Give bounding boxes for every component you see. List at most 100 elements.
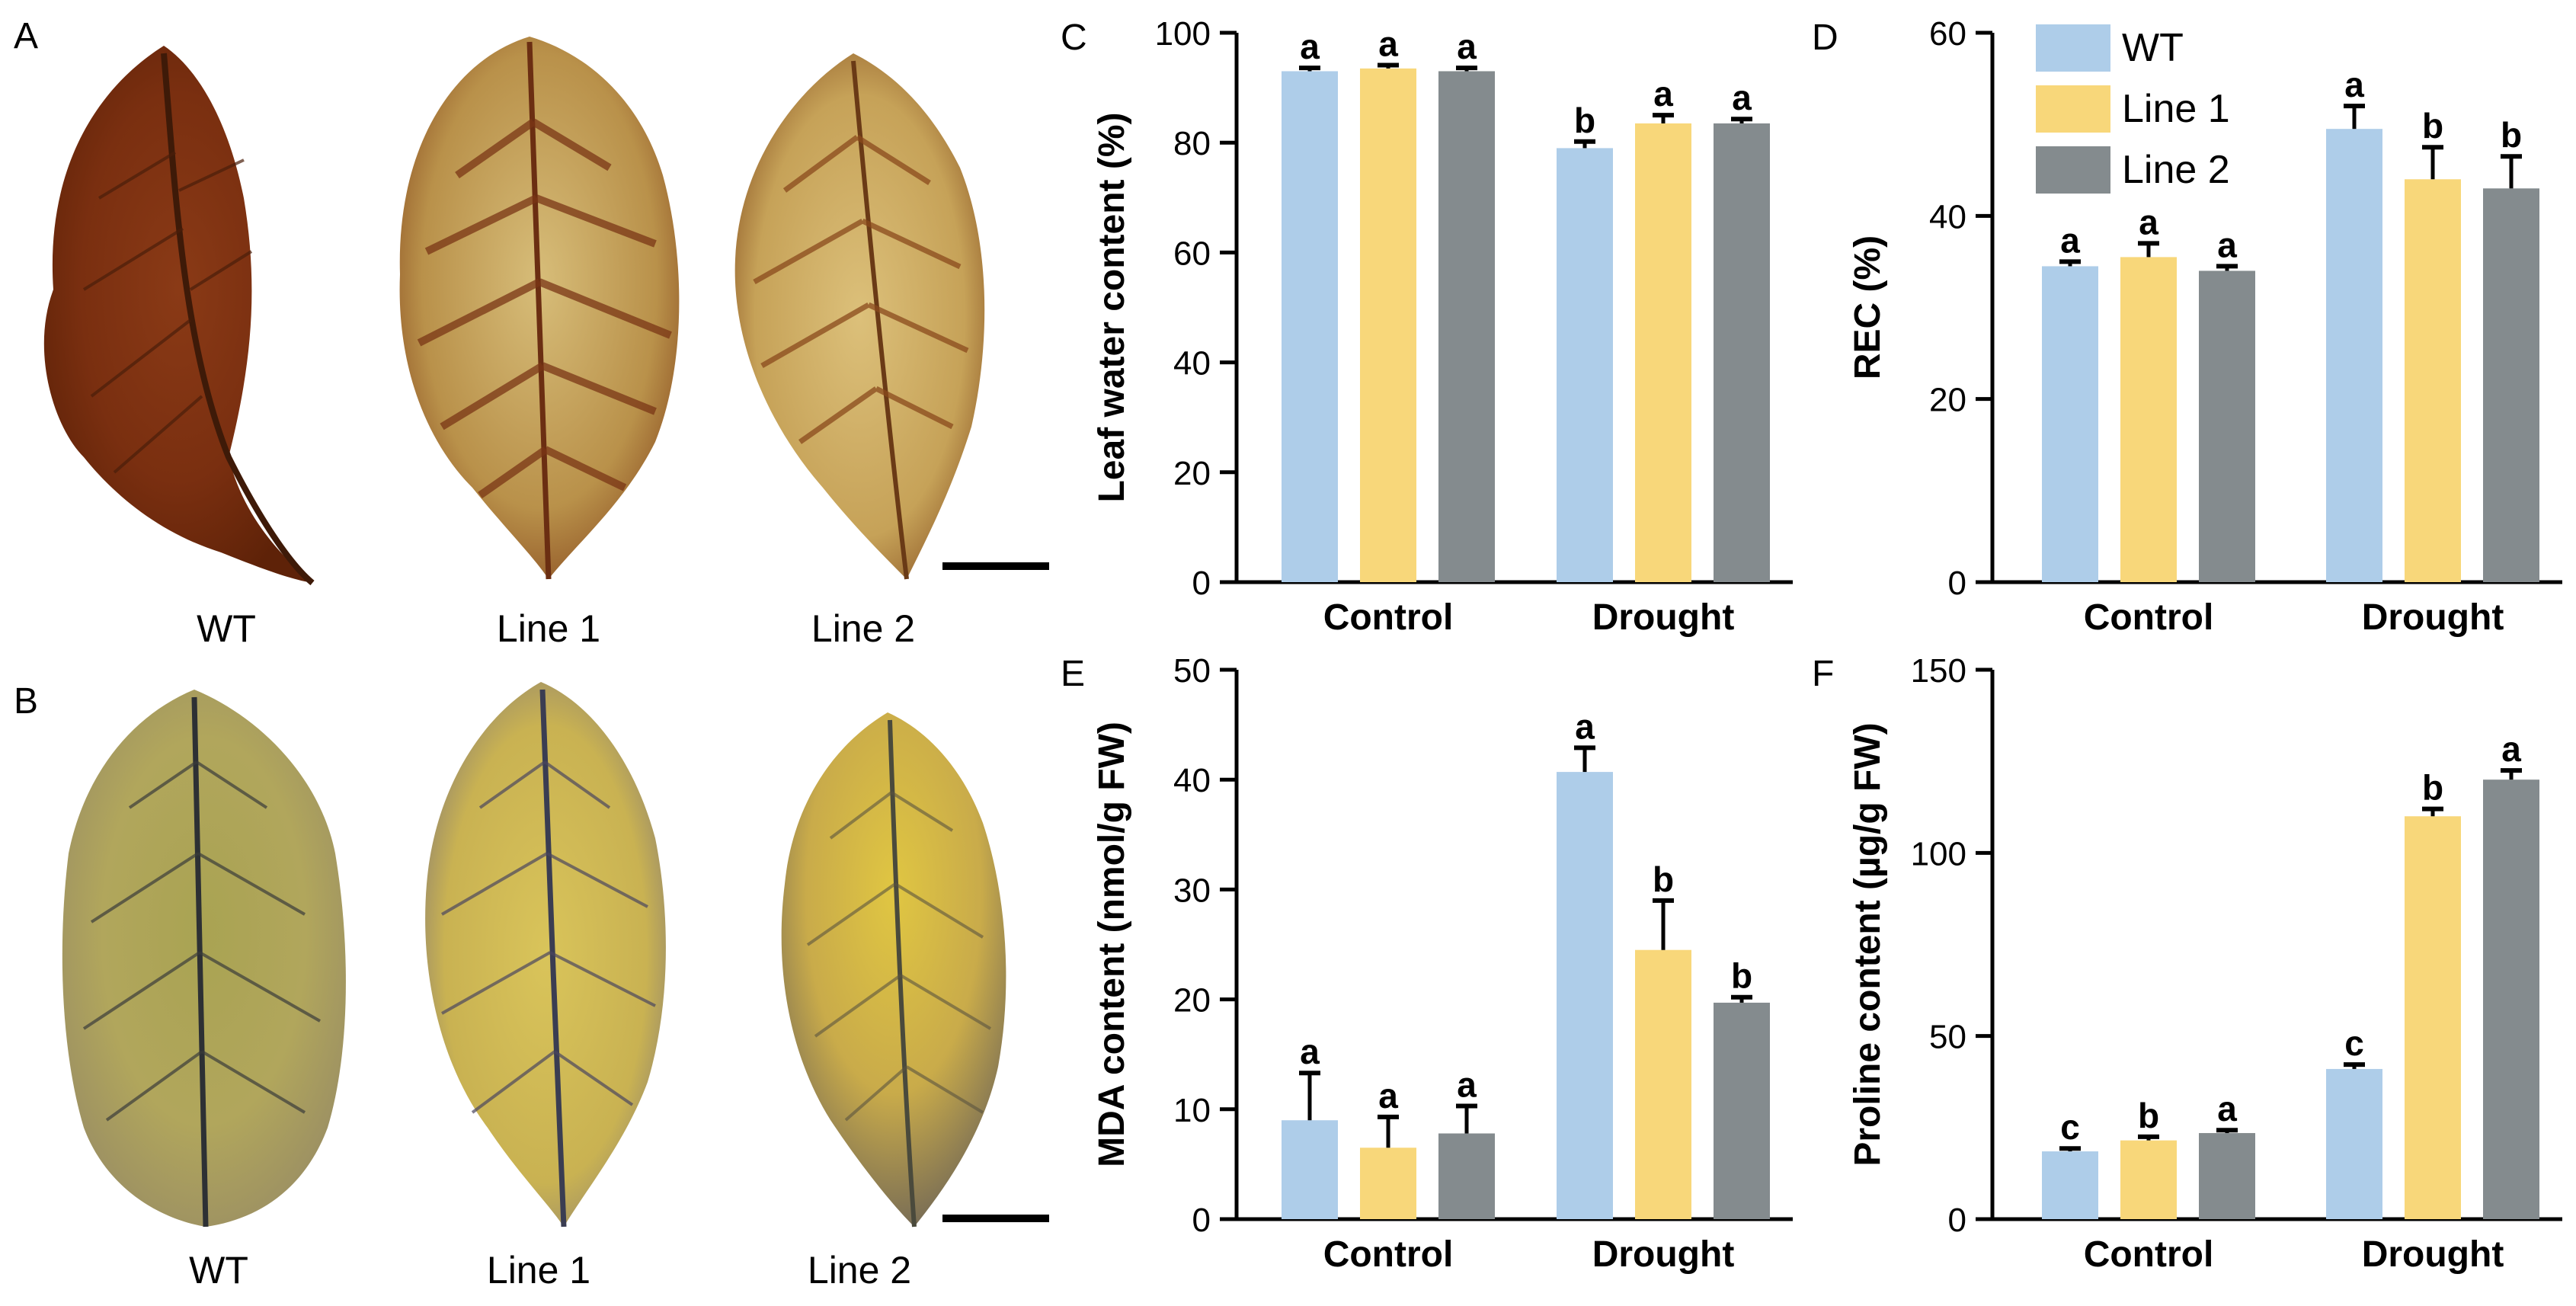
y-tick-label: 100 [1155,15,1211,53]
y-axis-title: REC (%) [1848,235,1888,379]
panel-letter-d: D [1812,18,1838,58]
bar-wt-drought [2326,129,2382,583]
y-tick-label: 60 [1929,15,1966,53]
significance-letter: a [2060,220,2080,260]
leaf-photos [43,37,1049,1228]
bar-line2-control [2199,270,2255,582]
leaf-a-line2 [734,53,985,580]
bar-line1-control [1360,1148,1416,1219]
category-label: Control [1323,597,1454,638]
chart-c: 0 20 40 60 80 100 a b a a a a Control Drought Leaf wat… [1092,15,1793,638]
leaf-b-line1 [425,682,666,1228]
y-tick-label: 40 [1173,345,1211,383]
bar-line1-drought [1635,949,1691,1219]
bar-line1-control [2120,257,2177,582]
significance-letter: a [1653,74,1673,114]
y-tick-label: 0 [1948,565,1966,602]
y-tick-label: 40 [1929,198,1966,235]
bar-wt-control [2042,1151,2098,1219]
y-tick-label: 100 [1911,835,1966,872]
significance-letter: a [2217,225,2237,264]
significance-letter: a [2139,202,2158,242]
category-label: Control [2084,597,2214,638]
significance-letter: b [2422,106,2443,146]
bar-line1-control [2120,1140,2177,1219]
y-tick-label: 20 [1173,455,1211,492]
significance-letter: a [2217,1089,2237,1128]
significance-letter: a [1300,1032,1320,1071]
caption-a-line2: Line 2 [811,607,916,650]
panel-letter-e: E [1061,654,1086,694]
y-tick-label: 0 [1192,565,1211,602]
y-tick-label: 50 [1929,1019,1966,1056]
y-tick-label: 30 [1173,872,1211,909]
caption-b-line1: Line 1 [486,1249,591,1292]
caption-a-wt: WT [197,607,256,650]
legend-label: Line 2 [2122,148,2230,192]
category-label: Drought [1592,597,1735,638]
panel-letter-f: F [1812,654,1835,694]
chart-f: 0 50 100 150 c c b b a a Control Drought Proline con… [1848,652,2562,1275]
category-label: Drought [1592,1234,1735,1275]
significance-letter: b [2501,115,2522,155]
bar-line1-control [1360,68,1416,583]
significance-letter: a [1575,706,1595,746]
y-tick-label: 0 [1948,1202,1966,1239]
bar-wt-drought [1557,148,1613,582]
y-tick-label: 40 [1173,762,1211,799]
bar-line2-drought [2483,188,2539,583]
panel-letter-a: A [14,16,39,56]
bar-line1-drought [2405,816,2461,1219]
legend-label: Line 1 [2122,87,2230,131]
significance-letter: c [2344,1023,2364,1063]
legend-swatch [2036,146,2110,194]
leaf-a-line1 [399,37,680,580]
significance-letter: a [1378,1076,1398,1116]
significance-letter: b [2138,1096,2159,1135]
significance-letter: a [1300,27,1320,66]
caption-a-line1: Line 1 [496,607,601,650]
leaf-a-wt [43,46,315,586]
significance-letter: a [1378,24,1398,64]
panel-letter-b: B [14,681,39,722]
panel-letter-c: C [1061,18,1087,58]
y-tick-label: 20 [1173,982,1211,1020]
category-label: Control [1323,1234,1454,1275]
legend-label: WT [2122,26,2184,70]
category-label: Drought [2362,597,2504,638]
y-tick-label: 20 [1929,382,1966,419]
legend-swatch [2036,85,2110,133]
bar-line2-drought [1714,1002,1770,1219]
bar-line1-drought [2405,179,2461,582]
y-axis-title: Leaf water content (%) [1092,112,1132,502]
legend-swatch [2036,24,2110,72]
significance-letter: b [1574,101,1595,140]
caption-b-line2: Line 2 [807,1249,912,1292]
y-tick-label: 0 [1192,1202,1211,1239]
significance-letter: c [2060,1107,2080,1147]
significance-letter: b [2422,768,2443,808]
bar-wt-drought [2326,1068,2382,1219]
bar-line1-drought [1635,123,1691,583]
significance-letter: a [2344,65,2364,104]
significance-letter: a [2501,729,2521,769]
bar-line2-drought [2483,779,2539,1219]
y-tick-label: 50 [1173,652,1211,690]
y-axis-title: MDA content (nmol/g FW) [1092,722,1132,1167]
bar-wt-drought [1557,772,1613,1219]
y-tick-label: 150 [1911,652,1966,690]
chart-e: 0 10 20 30 40 50 a a a b a b Control Drought MDA conte… [1092,652,1793,1275]
y-tick-label: 80 [1173,125,1211,162]
leaf-b-line2 [781,712,1006,1228]
bar-wt-control [1282,1120,1338,1219]
y-tick-label: 60 [1173,235,1211,272]
y-axis-title: Proline content (µg/g FW) [1848,722,1888,1166]
significance-letter: b [1731,956,1752,996]
bar-wt-control [1282,71,1338,583]
bar-wt-control [2042,266,2098,582]
bar-line2-drought [1714,123,1770,583]
scale-bar-a [942,562,1049,570]
bar-line2-control [1438,1133,1495,1219]
